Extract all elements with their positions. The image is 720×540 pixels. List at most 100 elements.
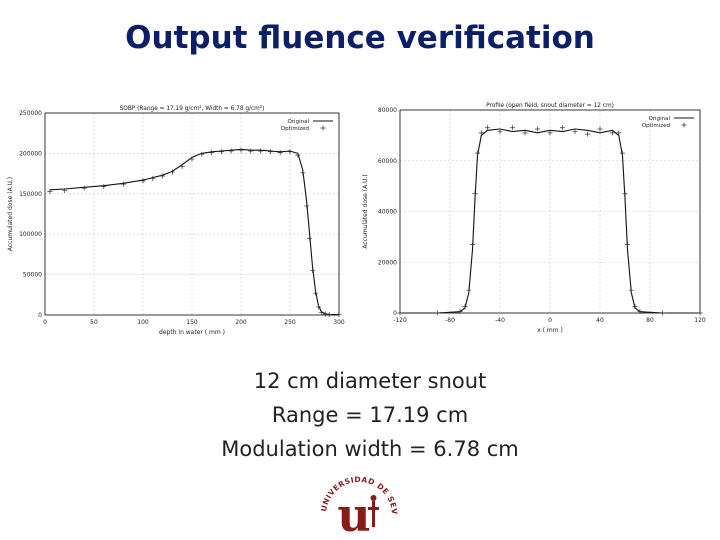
data-point — [199, 151, 205, 157]
y-tick-label: 150000 — [19, 191, 42, 198]
data-point — [535, 126, 540, 132]
data-point — [572, 129, 578, 135]
legend-label: Optimized — [642, 123, 670, 129]
data-point — [307, 235, 313, 241]
legend-label: Optimized — [281, 126, 309, 132]
data-point — [322, 311, 328, 317]
data-point — [522, 130, 528, 136]
series-line-original — [400, 128, 700, 314]
data-point — [435, 310, 440, 316]
data-point — [304, 203, 310, 209]
legend-label: Original — [648, 116, 670, 122]
data-point — [150, 175, 156, 181]
data-point — [610, 130, 615, 136]
data-point — [326, 312, 332, 318]
x-tick-label: -40 — [495, 317, 505, 324]
data-point — [497, 129, 503, 135]
data-point — [312, 290, 318, 296]
data-point — [209, 150, 215, 156]
y-tick-label: 20000 — [378, 259, 397, 266]
data-point — [248, 148, 254, 154]
y-tick-label: 50000 — [23, 272, 42, 279]
logo-letter: u — [337, 488, 370, 537]
caption-modulation-width: Modulation width = 6.78 cm — [221, 437, 519, 461]
x-tick-label: 250 — [284, 319, 296, 326]
data-point — [218, 149, 224, 155]
data-point — [47, 188, 53, 194]
data-point — [472, 191, 478, 197]
data-point — [179, 163, 185, 169]
x-axis-label: depth in water ( mm ) — [159, 329, 225, 336]
plot-frame — [44, 112, 340, 316]
x-tick-label: 80 — [646, 317, 654, 324]
y-tick-label: 40000 — [378, 209, 397, 216]
x-tick-label: 150 — [186, 319, 198, 326]
slide-title: Output fluence verification — [125, 20, 595, 56]
data-point — [478, 130, 484, 136]
data-point — [101, 184, 107, 190]
data-point — [485, 125, 490, 131]
data-point — [457, 308, 463, 314]
series-line-original — [49, 148, 340, 316]
university-logo: UNIVERSIDAD DE SEVILLA u — [314, 465, 399, 537]
legend-label: Original — [287, 119, 309, 125]
x-tick-label: 0 — [43, 319, 47, 326]
x-tick-label: 100 — [137, 319, 149, 326]
data-point — [637, 308, 643, 314]
x-tick-label: 50 — [90, 319, 98, 326]
data-point — [622, 191, 628, 197]
data-point — [120, 181, 126, 187]
data-point — [277, 150, 283, 156]
x-tick-label: -80 — [445, 317, 455, 324]
caption-snout: 12 cm diameter snout — [253, 369, 487, 393]
data-point — [560, 125, 565, 131]
lateral-profile-chart: -120 -80 -40 0 40 80 120 0 20000 40000 60000 80000 P… — [362, 103, 706, 334]
data-point — [628, 287, 634, 293]
x-tick-label: 200 — [235, 319, 247, 326]
data-point — [597, 126, 603, 132]
data-point — [169, 169, 175, 175]
legend-swatch-marker — [681, 122, 687, 128]
data-point — [632, 304, 638, 310]
y-tick-label: 100000 — [19, 231, 42, 238]
x-tick-label: 300 — [333, 319, 345, 326]
data-point — [660, 310, 665, 316]
data-point — [315, 304, 321, 310]
data-point — [620, 150, 625, 156]
data-point — [397, 310, 403, 316]
data-point — [547, 130, 553, 136]
data-point — [585, 131, 590, 137]
logo-emblem — [368, 495, 379, 527]
data-point — [310, 268, 316, 274]
data-point — [466, 287, 472, 293]
y-tick-label: 250000 — [19, 110, 42, 117]
data-point — [616, 130, 622, 136]
data-point — [140, 178, 146, 184]
legend-swatch-marker — [320, 125, 326, 131]
y-tick-label: 60000 — [378, 158, 397, 165]
y-axis-label: Accumulated dose (A.U.) — [362, 174, 369, 248]
x-tick-label: 0 — [548, 317, 552, 324]
y-tick-label: 80000 — [378, 107, 397, 114]
data-point — [228, 148, 234, 154]
y-tick-label: 0 — [38, 312, 42, 319]
data-point — [287, 149, 293, 155]
data-point — [470, 241, 475, 247]
data-point — [189, 156, 195, 162]
x-tick-label: -120 — [393, 317, 407, 324]
data-point — [258, 148, 264, 154]
series-markers-optimized — [47, 147, 342, 318]
y-tick-label: 200000 — [19, 150, 42, 157]
y-axis-label: Accumulated dose (A.U.) — [7, 177, 14, 251]
data-point — [81, 185, 87, 191]
x-axis-label: x ( mm ) — [537, 327, 563, 334]
caption-range: Range = 17.19 cm — [271, 403, 469, 427]
y-tick-label: 0 — [393, 310, 397, 317]
data-point — [462, 304, 468, 310]
chart-title: SOBP (Range = 17.19 g/cm², Width = 6.78 … — [120, 105, 265, 112]
data-point — [475, 150, 480, 156]
data-point — [336, 312, 342, 318]
data-point — [62, 188, 68, 194]
data-point — [238, 147, 244, 153]
data-point — [267, 149, 273, 155]
